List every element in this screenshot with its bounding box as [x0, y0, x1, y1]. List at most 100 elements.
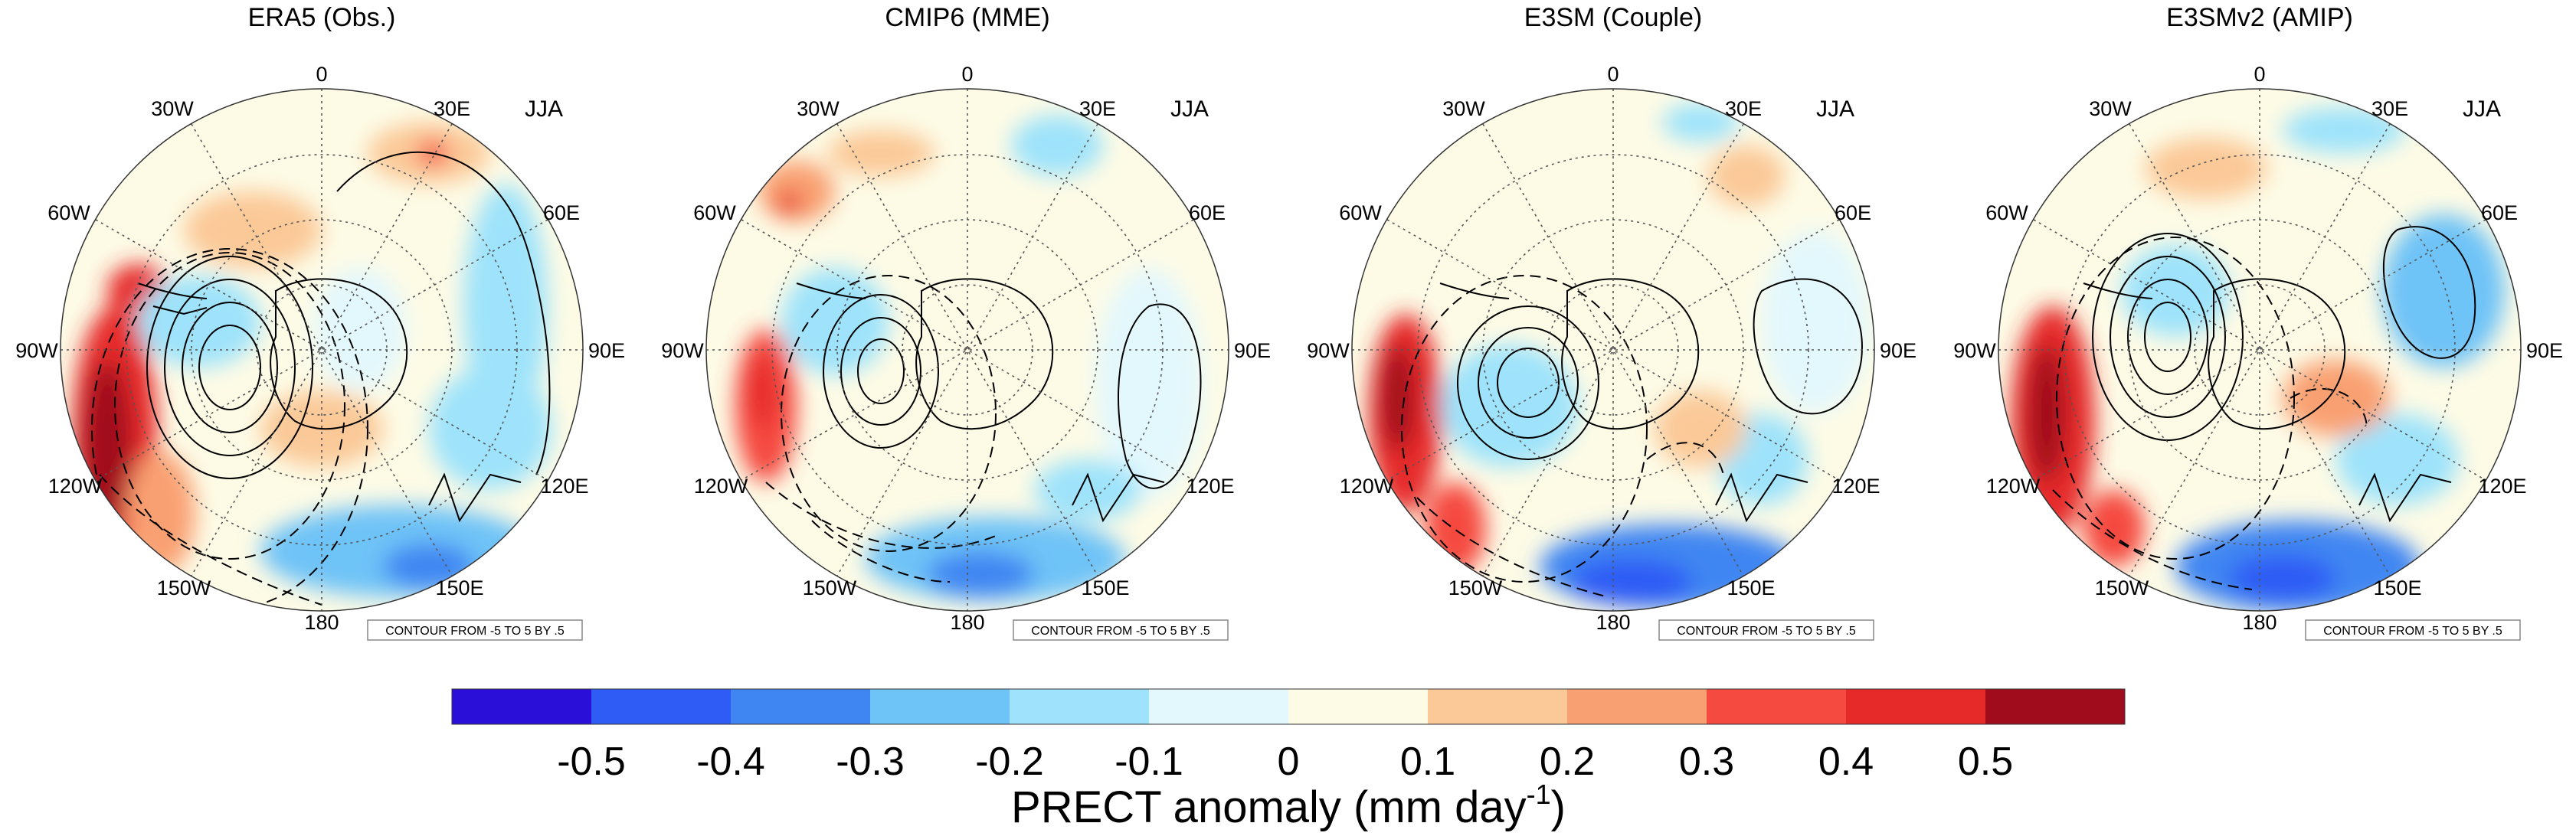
- colorbar-tick-label: 0.3: [1679, 740, 1734, 784]
- panel-e3sm-couple: E3SM (Couple): [1307, 3, 1916, 641]
- colorbar-title-exponent: -1: [1527, 779, 1551, 810]
- longitude-labels: 0 30E 60E 90E 120E 150E 180 150W 120W 90…: [1953, 63, 2563, 634]
- lon-label: 90E: [1880, 339, 1916, 362]
- map-outline: [60, 88, 584, 612]
- lon-label: 60W: [47, 201, 90, 224]
- lon-label: 60E: [2481, 201, 2518, 224]
- colorbar-tick-label: 0: [1278, 740, 1300, 784]
- lon-label: 120W: [694, 475, 748, 498]
- lon-label: 120E: [1831, 475, 1880, 498]
- lon-label: 150E: [1081, 576, 1129, 599]
- lon-label: 120E: [1186, 475, 1234, 498]
- colorbar-title-suffix: ): [1551, 782, 1566, 832]
- lon-label: 60E: [1835, 201, 1871, 224]
- lon-label: 30E: [2371, 97, 2408, 120]
- map-outline: [1998, 88, 2522, 612]
- lon-label: 150W: [1448, 576, 1503, 599]
- antarctica-coastline: [1439, 278, 1808, 523]
- lon-label: 150W: [803, 576, 857, 599]
- lon-label: 120W: [1986, 475, 2041, 498]
- colorbar-tick-label: -0.4: [696, 740, 765, 784]
- colorbar-tick-label: -0.2: [975, 740, 1044, 784]
- contour-note-box: [1658, 619, 1874, 641]
- lon-label: 60W: [1985, 201, 2028, 224]
- lon-label: 30E: [434, 97, 470, 120]
- panel-title: E3SM (Couple): [1524, 3, 1702, 32]
- lon-label: 60W: [693, 201, 736, 224]
- lon-label: 150E: [2373, 576, 2421, 599]
- lon-label: 90W: [1307, 339, 1350, 362]
- antarctica-coastline: [796, 278, 1165, 523]
- grid-lines: [706, 89, 1229, 611]
- colorbar-box: [1846, 689, 1986, 724]
- lon-label: 0: [961, 63, 973, 86]
- lon-label: 90W: [15, 339, 58, 362]
- panel-cmip6: CMIP6 (MME): [661, 3, 1271, 641]
- lon-label: 60W: [1339, 201, 1382, 224]
- colorbar-tick-labels: -0.5 -0.4 -0.3 -0.2 -0.1 0 0.1 0.2 0.3 0.4 0.5: [557, 740, 2013, 784]
- lon-label: 120W: [1340, 475, 1394, 498]
- longitude-labels: 0 30E 60E 90E 120E 150E 180 150W 120W 90…: [15, 63, 625, 634]
- lon-label: 90E: [2526, 339, 2563, 362]
- panel-title: ERA5 (Obs.): [248, 3, 396, 32]
- contour-note-box: [1013, 619, 1229, 641]
- grid-lines: [1352, 89, 1874, 611]
- colorbar-box: [1428, 689, 1568, 724]
- longitude-labels: 0 30E 60E 90E 120E 150E 180 150W 120W 90…: [1307, 63, 1916, 634]
- contour-note: CONTOUR FROM -5 TO 5 BY .5: [2323, 625, 2502, 638]
- lon-label: 60E: [1189, 201, 1226, 224]
- colorbar-box: [591, 689, 732, 724]
- colorbar-box: [1707, 689, 1847, 724]
- colorbar-tick-label: -0.5: [557, 740, 626, 784]
- panel-e3smv2-amip: E3SMv2 (AMIP): [1953, 3, 2563, 641]
- lon-label: 90E: [1234, 339, 1271, 362]
- lon-label: 30W: [1442, 97, 1485, 120]
- lon-label: 180: [1596, 611, 1630, 634]
- lon-label: 0: [2254, 63, 2265, 86]
- colorbar-box: [1010, 689, 1150, 724]
- colorbar-tick-label: 0.1: [1400, 740, 1455, 784]
- lon-label: 180: [950, 611, 984, 634]
- colorbar-tick-label: -0.3: [836, 740, 905, 784]
- precip-anomaly-field: [2011, 107, 2505, 611]
- lon-label: 90E: [588, 339, 625, 362]
- lon-label: 120E: [540, 475, 588, 498]
- contour-note: CONTOUR FROM -5 TO 5 BY .5: [385, 625, 565, 638]
- colorbar-tick-label: 0.5: [1958, 740, 2013, 784]
- colorbar-box: [870, 689, 1010, 724]
- grid-lines: [61, 89, 583, 611]
- contour-lines: [91, 151, 551, 609]
- precip-anomaly-field: [735, 115, 1203, 601]
- contour-note: CONTOUR FROM -5 TO 5 BY .5: [1031, 625, 1210, 638]
- antarctica-coastline: [137, 278, 522, 523]
- lon-label: 120E: [2478, 475, 2526, 498]
- contour-lines: [1401, 275, 1863, 598]
- colorbar-tick-label: -0.1: [1115, 740, 1183, 784]
- colorbar-box: [1985, 689, 2126, 724]
- longitude-labels: 0 30E 60E 90E 120E 150E 180 150W 120W 90…: [661, 63, 1271, 634]
- grid-lines: [1998, 89, 2521, 611]
- contour-note-box: [2305, 619, 2521, 641]
- lon-label: 180: [304, 611, 339, 634]
- colorbar-title-text: PRECT anomaly (mm day: [1011, 782, 1527, 832]
- colorbar-box: [1567, 689, 1707, 724]
- colorbar-boxes: [452, 689, 2126, 724]
- lon-label: 120W: [48, 475, 103, 498]
- season-label: JJA: [525, 96, 563, 122]
- panel-era5: ERA5 (Obs.): [15, 3, 625, 641]
- lon-label: 30E: [1725, 97, 1762, 120]
- colorbar-box: [1288, 689, 1429, 724]
- lon-label: 90W: [1953, 339, 1996, 362]
- lon-label: 150W: [157, 576, 211, 599]
- contour-lines: [765, 275, 1202, 583]
- lon-label: 30W: [797, 97, 840, 120]
- contour-note: CONTOUR FROM -5 TO 5 BY .5: [1677, 625, 1856, 638]
- lon-label: 150E: [1727, 576, 1775, 599]
- lon-label: 30E: [1079, 97, 1116, 120]
- lon-label: 30W: [2089, 97, 2132, 120]
- season-label: JJA: [2463, 96, 2501, 122]
- colorbar-box: [452, 689, 592, 724]
- season-label: JJA: [1170, 96, 1209, 122]
- lon-label: 90W: [661, 339, 704, 362]
